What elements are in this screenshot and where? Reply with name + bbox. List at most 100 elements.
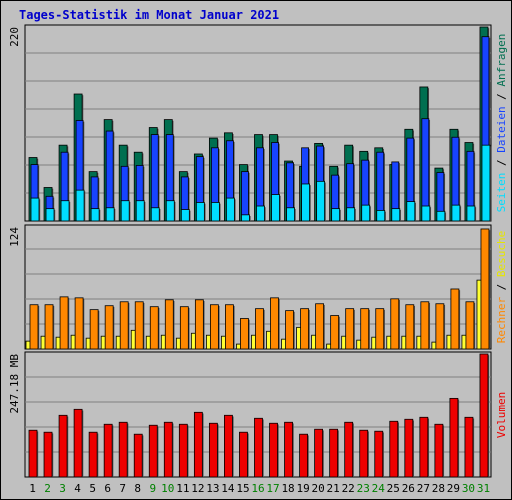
x-tick-label-day-30: 30 <box>462 482 475 495</box>
bar-volumen-day-21 <box>329 428 339 478</box>
bar-rechner-day-4 <box>74 297 84 350</box>
x-tick-label-day-27: 27 <box>417 482 430 495</box>
bar-volumen-day-22 <box>344 421 354 478</box>
legend-volume-volumen: Volumen <box>495 392 508 438</box>
bar-volumen-day-11 <box>178 423 188 478</box>
bar-rechner-day-12 <box>194 299 204 350</box>
bar-volumen-day-3 <box>58 414 68 478</box>
bar-seiten-day-1 <box>30 197 40 222</box>
bar-dateien-day-15 <box>241 171 249 222</box>
bar-seiten-day-20 <box>316 180 326 222</box>
bar-rechner-day-8 <box>134 301 144 350</box>
bar-rechner-day-14 <box>225 304 234 350</box>
bar-seiten-day-5 <box>90 208 100 222</box>
x-tick-label-day-22: 22 <box>342 482 355 495</box>
bar-seiten-day-23 <box>361 204 371 222</box>
bar-volumen-day-6 <box>103 423 113 478</box>
x-tick-label-day-13: 13 <box>206 482 219 495</box>
bar-volumen-day-18 <box>284 421 293 478</box>
legend-visits: Rechner / Besuche <box>495 231 508 344</box>
legend-visits-besuche: Besuche <box>495 231 508 277</box>
bar-rechner-day-3 <box>59 296 69 350</box>
y-max-label-volume: 247.18 MB <box>8 354 21 414</box>
bar-rechner-day-7 <box>119 301 129 350</box>
x-tick-label-day-10: 10 <box>161 482 174 495</box>
bar-rechner-day-10 <box>164 299 174 350</box>
x-tick-label-day-26: 26 <box>402 482 415 495</box>
bar-rechner-day-6 <box>104 305 114 350</box>
bar-volumen-day-17 <box>269 422 278 478</box>
x-tick-label-day-4: 4 <box>74 482 81 495</box>
bar-seiten-day-27 <box>421 205 431 222</box>
bar-rechner-day-2 <box>44 304 54 350</box>
bar-rechner-day-15 <box>240 318 249 350</box>
bar-seiten-day-29 <box>451 204 461 222</box>
bar-rechner-day-1 <box>29 304 39 350</box>
bar-rechner-day-5 <box>89 309 99 350</box>
legend-hits-dateien: Dateien <box>495 106 508 152</box>
bar-seiten-day-28 <box>436 210 446 222</box>
bar-rechner-day-19 <box>300 308 309 350</box>
x-tick-label-day-9: 9 <box>149 482 156 495</box>
bar-volumen-day-8 <box>133 433 143 478</box>
x-tick-label-day-15: 15 <box>236 482 249 495</box>
bar-seiten-day-25 <box>391 208 401 222</box>
bar-seiten-day-11 <box>180 209 190 222</box>
bar-rechner-day-28 <box>435 303 445 350</box>
legend-visits-rechner: Rechner <box>495 297 508 344</box>
bar-seiten-day-17 <box>271 194 280 222</box>
bar-seiten-day-8 <box>135 200 145 222</box>
bar-volumen-day-10 <box>163 421 173 478</box>
bar-seiten-day-26 <box>406 201 416 222</box>
x-tick-label-day-24: 24 <box>372 482 386 495</box>
legend-visits-separator: / <box>495 277 508 297</box>
bar-rechner-day-30 <box>465 301 475 350</box>
bar-rechner-day-31 <box>480 228 490 350</box>
x-tick-label-day-29: 29 <box>447 482 460 495</box>
chart-title: Tages-Statistik im Monat Januar 2021 <box>19 8 280 22</box>
y-max-label-hits: 220 <box>8 27 21 47</box>
x-tick-label-day-12: 12 <box>191 482 204 495</box>
bar-volumen-day-20 <box>314 428 324 478</box>
bar-seiten-day-7 <box>120 200 130 222</box>
x-tick-label-day-18: 18 <box>281 482 294 495</box>
x-tick-label-day-16: 16 <box>251 482 264 495</box>
x-tick-label-day-5: 5 <box>89 482 96 495</box>
bar-seiten-day-24 <box>376 210 386 222</box>
x-tick-label-day-7: 7 <box>119 482 126 495</box>
bar-rechner-day-20 <box>315 303 325 350</box>
bar-volumen-day-9 <box>148 424 158 478</box>
bar-volumen-day-5 <box>88 431 98 478</box>
bar-seiten-day-30 <box>466 205 476 222</box>
legend-volume: Volumen <box>495 392 508 438</box>
bar-rechner-day-21 <box>330 315 340 350</box>
bar-seiten-day-3 <box>60 200 70 222</box>
x-tick-label-day-21: 21 <box>327 482 340 495</box>
x-tick-label-day-11: 11 <box>176 482 189 495</box>
bar-rechner-day-25 <box>390 298 400 350</box>
bar-rechner-day-16 <box>255 308 264 350</box>
x-tick-label-day-8: 8 <box>134 482 141 495</box>
bar-seiten-day-31 <box>481 144 491 222</box>
x-tick-label-day-31: 31 <box>477 482 490 495</box>
bar-rechner-day-24 <box>375 308 385 350</box>
bar-rechner-day-22 <box>345 308 355 350</box>
bar-seiten-day-14 <box>226 197 235 222</box>
bar-seiten-day-19 <box>301 183 310 222</box>
bar-volumen-day-4 <box>73 408 83 478</box>
x-tick-label-day-25: 25 <box>387 482 400 495</box>
bar-volumen-day-7 <box>118 421 128 478</box>
bar-seiten-day-16 <box>256 205 265 222</box>
x-tick-label-day-1: 1 <box>29 482 36 495</box>
legend-hits-separator: / <box>495 87 508 107</box>
x-tick-label-day-17: 17 <box>266 482 279 495</box>
bar-rechner-day-29 <box>450 288 460 350</box>
bar-rechner-day-27 <box>420 301 430 350</box>
bar-rechner-day-13 <box>209 304 219 350</box>
legend-hits-anfragen: Anfragen <box>495 34 508 87</box>
bar-volumen-day-16 <box>254 417 263 478</box>
bar-seiten-day-4 <box>75 189 85 222</box>
bar-rechner-day-26 <box>405 304 415 350</box>
x-tick-label-day-19: 19 <box>296 482 309 495</box>
